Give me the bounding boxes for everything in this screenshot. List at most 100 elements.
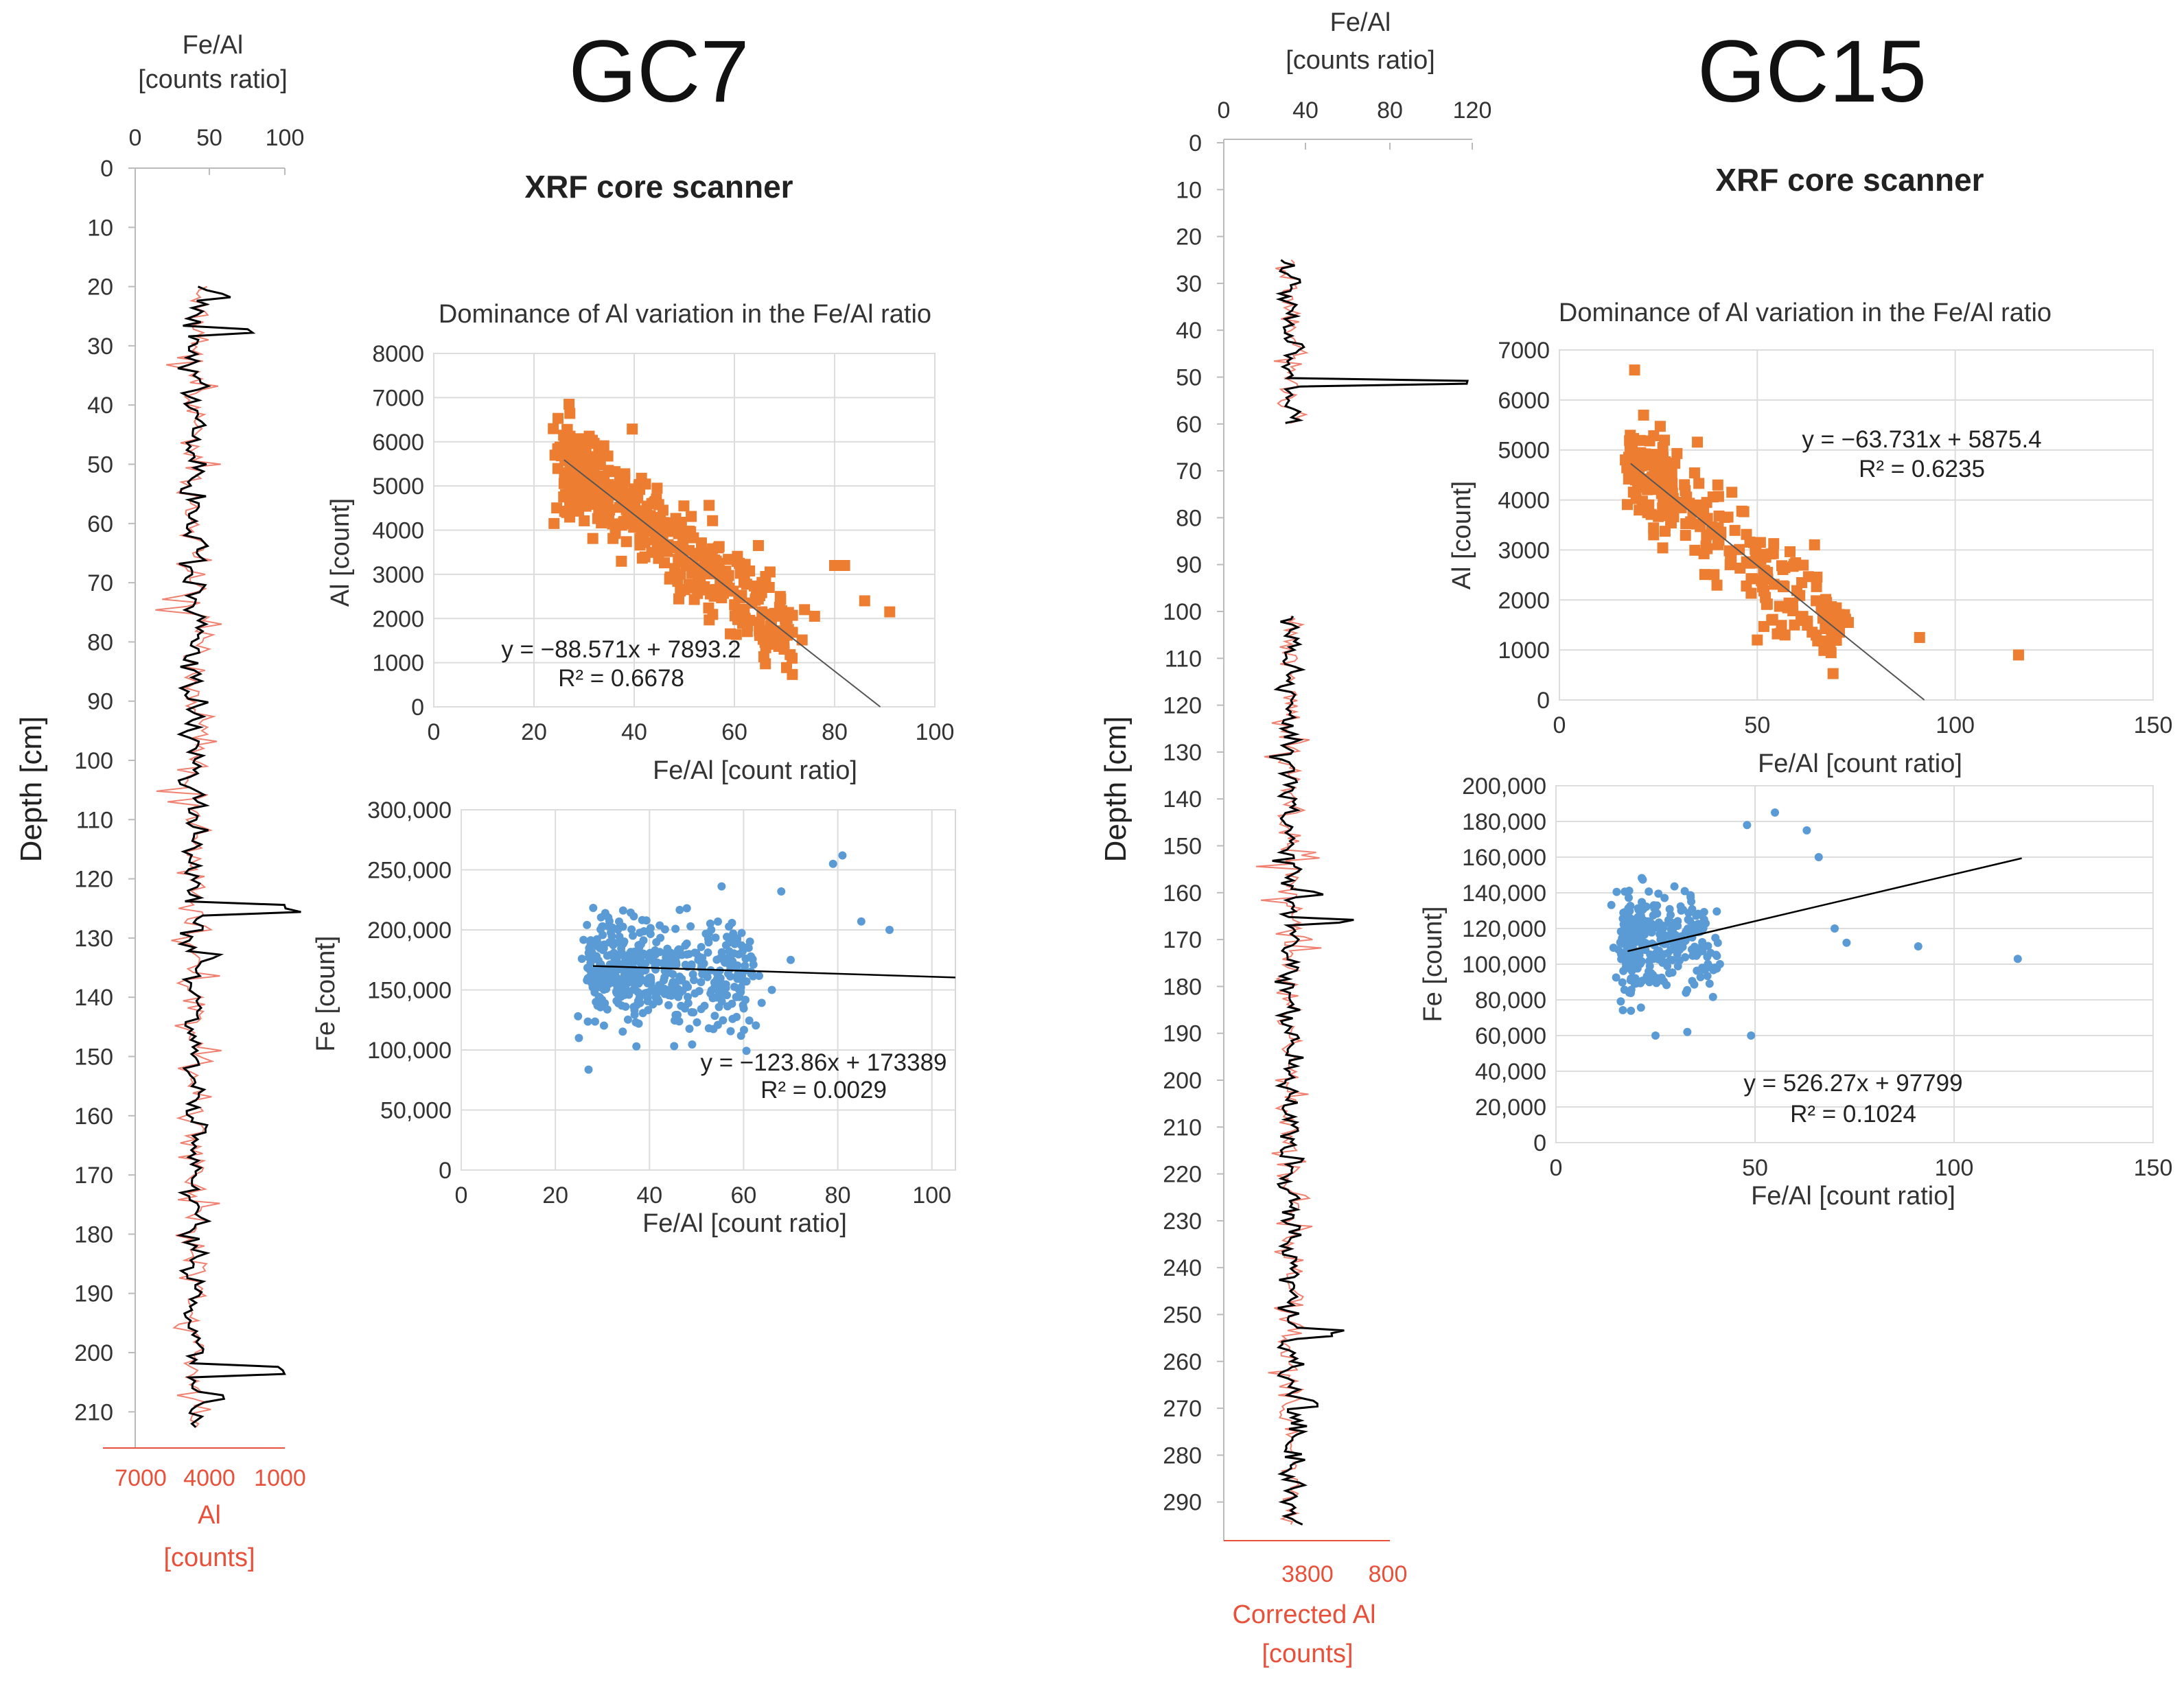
gc15-top-tick: 80 xyxy=(1377,97,1403,124)
gc15-fe-point xyxy=(1680,887,1689,896)
gc7-al-xtick: 80 xyxy=(822,719,848,745)
gc7-fe-ytick: 150,000 xyxy=(367,978,452,1004)
gc7-al-point xyxy=(558,491,570,503)
gc7-al-point xyxy=(594,459,606,471)
gc7-al-xlabel: Fe/Al [count ratio] xyxy=(653,756,857,785)
gc15-al-point xyxy=(1741,556,1752,568)
gc15-al-point xyxy=(1768,579,1780,590)
gc15-bottom-label-1: Corrected Al xyxy=(1232,1600,1375,1629)
gc15-fe-al-series-line xyxy=(1268,259,1469,1526)
gc7-subtitle: XRF core scanner xyxy=(524,169,793,205)
gc7-fe-point xyxy=(729,936,738,945)
gc7-al-point xyxy=(587,533,599,544)
gc15-top-label-1: Fe/Al xyxy=(1330,8,1391,37)
gc15-fe-point xyxy=(1645,887,1653,896)
gc7-fe-point xyxy=(579,935,588,944)
gc15-depth-tick: 240 xyxy=(1163,1255,1202,1281)
gc15-fe-point xyxy=(1659,950,1668,959)
gc7-fe-point xyxy=(634,941,643,950)
gc15-fe-point xyxy=(1653,974,1662,983)
gc7-depth-tick: 30 xyxy=(87,334,113,360)
gc15-al-r2: R² = 0.6235 xyxy=(1859,456,1985,482)
gc7-fe-point xyxy=(664,1001,673,1009)
gc15-fe-point xyxy=(1712,907,1721,916)
gc7-fe-point xyxy=(698,970,707,979)
gc7-fe-point xyxy=(620,966,629,974)
gc15-fe-point xyxy=(1683,1027,1692,1036)
gc15-al-point xyxy=(1712,479,1723,491)
gc7-fe-point xyxy=(706,919,715,928)
gc15-al-point xyxy=(1765,548,1777,560)
gc7-al-point xyxy=(634,539,646,551)
gc7-fe-ytick: 50,000 xyxy=(380,1098,452,1124)
gc7-depth-tick: 180 xyxy=(74,1222,113,1248)
gc7-fe-point xyxy=(725,972,734,981)
gc15-bottom-tick: 3800 xyxy=(1281,1561,1334,1587)
gc7-al-point xyxy=(636,552,648,564)
gc15-fe-point xyxy=(1638,874,1647,883)
gc15-fe-point xyxy=(1814,853,1823,861)
gc7-fe-point xyxy=(736,949,745,958)
gc7-al-point xyxy=(796,634,808,646)
gc15-depth-tick: 200 xyxy=(1163,1068,1202,1094)
gc15-al-point xyxy=(1826,622,1838,634)
gc15-al-point xyxy=(1811,581,1822,592)
gc15-fe-point xyxy=(1654,889,1663,898)
gc7-al-point xyxy=(839,560,850,571)
gc15-fe-point xyxy=(1771,808,1779,817)
gc15-al-point xyxy=(1699,569,1710,581)
gc7-al-point xyxy=(609,466,620,478)
gc15-fe-point xyxy=(1660,894,1669,902)
gc15-fe-point xyxy=(1668,955,1677,964)
gc7-al-point xyxy=(607,533,619,544)
gc7-fe-point xyxy=(617,944,626,953)
gc15-al-point xyxy=(1666,467,1677,479)
gc15-fe-point xyxy=(1628,973,1637,982)
gc7-al-point xyxy=(723,554,734,565)
gc7-depth-tick: 70 xyxy=(87,570,113,596)
gc15-al-point xyxy=(1726,487,1738,498)
gc15-fe-point xyxy=(2013,955,2022,964)
gc7-fe-point xyxy=(671,978,680,987)
gc15-fe-point xyxy=(1692,948,1701,957)
gc7-fe-point xyxy=(618,906,627,915)
gc15-fe-point xyxy=(1703,972,1712,981)
gc7-fe-point xyxy=(787,955,795,964)
gc7-fe-point xyxy=(732,992,741,1001)
gc15-al-point xyxy=(1629,364,1640,376)
gc7-fe-point xyxy=(583,1017,592,1026)
gc7-fe-xtick: 40 xyxy=(636,1182,662,1209)
gc15-depth-tick: 0 xyxy=(1189,130,1202,156)
gc15-fe-point xyxy=(1670,882,1679,891)
gc7-fe-point xyxy=(652,988,661,996)
gc15-top-label-2: [counts ratio] xyxy=(1286,46,1435,75)
gc7-fe-point xyxy=(725,947,734,956)
gc7-al-point xyxy=(564,511,576,523)
gc15-fe-point xyxy=(1831,924,1839,933)
gc7-fe-point xyxy=(695,955,704,964)
gc7-al-point xyxy=(760,642,771,653)
gc7-fe-point xyxy=(638,1009,647,1018)
gc15-al-point xyxy=(1827,668,1839,679)
gc15-fe-ytick: 40,000 xyxy=(1475,1059,1546,1085)
gc7-al-point xyxy=(592,473,604,484)
gc15-al-point xyxy=(1712,491,1724,502)
gc7-fe-xtick: 100 xyxy=(912,1182,951,1209)
gc7-al-ytick: 6000 xyxy=(372,430,424,456)
gc15-fe-point xyxy=(1651,923,1660,932)
gc15-fe-point xyxy=(1743,821,1752,830)
gc15-al-point xyxy=(1820,610,1831,622)
gc15-depth-tick: 130 xyxy=(1163,740,1202,766)
gc15-al-point xyxy=(1809,539,1820,550)
gc7-fe-point xyxy=(710,981,719,990)
gc15-fe-point xyxy=(1669,944,1677,953)
gc15-fe-point xyxy=(1645,978,1654,987)
gc15-fe-point xyxy=(1705,979,1714,988)
gc7-depth-tick: 90 xyxy=(87,689,113,715)
gc7-al-ytick: 7000 xyxy=(372,385,424,411)
gc7-al-point xyxy=(766,633,778,644)
gc7-fe-point xyxy=(646,924,655,933)
gc7-fe-point xyxy=(729,929,738,938)
gc15-al-point xyxy=(1663,503,1675,515)
gc15-al-xtick: 50 xyxy=(1744,712,1770,738)
